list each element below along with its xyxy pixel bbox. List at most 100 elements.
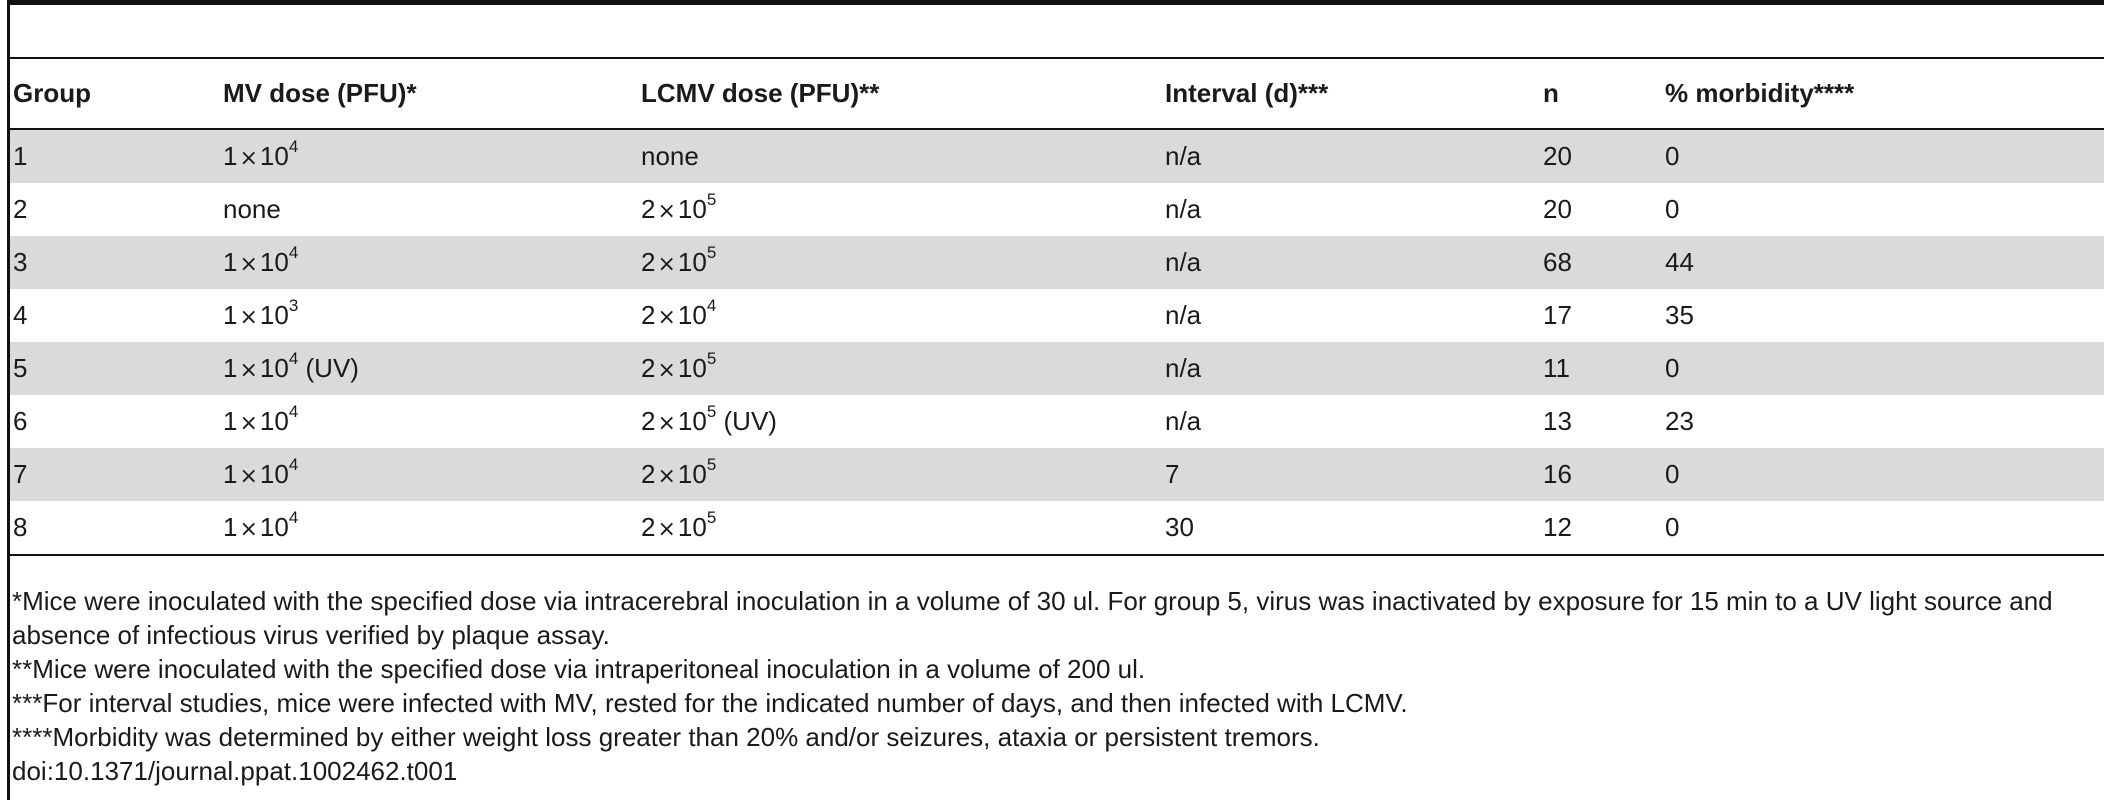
cell-lcmv-dose: 2×105 (UV) bbox=[638, 395, 1162, 448]
cell-mv-dose: 1×104 bbox=[220, 395, 638, 448]
cell-mv-dose: 1×104 bbox=[220, 501, 638, 556]
table-row: 7 1×104 2×105 7 16 0 bbox=[10, 448, 2104, 501]
cell-lcmv-dose: none bbox=[638, 129, 1162, 183]
cell-group: 2 bbox=[13, 194, 28, 224]
dose-base: 10 bbox=[677, 247, 707, 277]
dose-coefficient: 2 bbox=[641, 247, 656, 277]
cell-n: 20 bbox=[1543, 194, 1572, 224]
dose-coefficient: 1 bbox=[223, 353, 238, 383]
cell-group: 1 bbox=[10, 129, 220, 183]
cell-group: 4 bbox=[13, 300, 28, 330]
cell-interval: n/a bbox=[1162, 129, 1540, 183]
footnote-mv: *Mice were inoculated with the specified… bbox=[12, 586, 2053, 650]
cell-morbidity: 0 bbox=[1662, 448, 2104, 501]
cell-lcmv-dose: 2×104 bbox=[638, 289, 1162, 342]
dose-exponent: 3 bbox=[288, 296, 299, 316]
cell-interval: 30 bbox=[1162, 501, 1540, 556]
table-row: 4 1×103 2×104 n/a 17 35 bbox=[10, 289, 2104, 342]
cell-group: 8 bbox=[10, 501, 220, 556]
cell-interval: n/a bbox=[1165, 300, 1202, 330]
cell-interval: n/a bbox=[1165, 194, 1202, 224]
dose-coefficient: 2 bbox=[641, 406, 656, 436]
dose-coefficient: 2 bbox=[641, 512, 656, 542]
table-row: 6 1×104 2×105 (UV) n/a 13 23 bbox=[10, 395, 2104, 448]
table-header: Group MV dose (PFU)* LCMV dose (PFU)** I… bbox=[10, 59, 2104, 130]
times-sign: × bbox=[239, 305, 258, 330]
dose-base: 10 bbox=[259, 247, 289, 277]
cell-group: 7 bbox=[10, 448, 220, 501]
header-lcmv-dose: LCMV dose (PFU)** bbox=[638, 59, 1162, 130]
cell-n: 20 bbox=[1540, 129, 1662, 183]
table-row: 5 1×104 (UV) 2×105 n/a 11 0 bbox=[10, 342, 2104, 395]
cell-lcmv-dose-text: none bbox=[641, 141, 699, 171]
table-row: 3 1×104 2×105 n/a 68 44 bbox=[10, 236, 2104, 289]
dose-suffix: (UV) bbox=[716, 406, 777, 436]
morbidity-table: Group MV dose (PFU)* LCMV dose (PFU)** I… bbox=[10, 59, 2104, 556]
dose-exponent: 5 bbox=[706, 243, 717, 263]
dose-base: 10 bbox=[259, 512, 289, 542]
dose-base: 10 bbox=[259, 300, 289, 330]
dose-coefficient: 1 bbox=[223, 141, 238, 171]
dose-suffix: (UV) bbox=[298, 353, 359, 383]
dose-base: 10 bbox=[677, 353, 707, 383]
times-sign: × bbox=[239, 252, 258, 277]
table-row: 8 1×104 2×105 30 12 0 bbox=[10, 501, 2104, 556]
cell-group: 5 bbox=[10, 342, 220, 395]
dose-base: 10 bbox=[259, 141, 289, 171]
top-border-rule bbox=[7, 0, 2104, 5]
dose-exponent: 5 bbox=[706, 402, 717, 422]
times-sign: × bbox=[239, 146, 258, 171]
dose-exponent: 4 bbox=[288, 137, 299, 157]
cell-lcmv-dose: 2×105 bbox=[638, 183, 1162, 236]
cell-interval: n/a bbox=[1165, 406, 1202, 436]
cell-morbidity: 0 bbox=[1662, 501, 2104, 556]
dose-base: 10 bbox=[677, 512, 707, 542]
times-sign: × bbox=[657, 411, 676, 436]
dose-coefficient: 1 bbox=[223, 247, 238, 277]
times-sign: × bbox=[657, 464, 676, 489]
cell-interval: 7 bbox=[1162, 448, 1540, 501]
cell-n: 13 bbox=[1543, 406, 1572, 436]
cell-lcmv-dose: 2×105 bbox=[638, 448, 1162, 501]
dose-exponent: 5 bbox=[706, 190, 717, 210]
dose-coefficient: 1 bbox=[223, 300, 238, 330]
dose-exponent: 5 bbox=[706, 455, 717, 475]
header-row: Group MV dose (PFU)* LCMV dose (PFU)** I… bbox=[10, 59, 2104, 130]
cell-morbidity: 44 bbox=[1662, 236, 2104, 289]
dose-coefficient: 2 bbox=[641, 353, 656, 383]
cell-mv-dose: 1×104 bbox=[220, 448, 638, 501]
times-sign: × bbox=[657, 199, 676, 224]
table-body: 1 1×104 none n/a 20 0 2 none 2×105 n/a 20 0 3 1×104 2×… bbox=[10, 129, 2104, 556]
dose-base: 10 bbox=[259, 406, 289, 436]
cell-mv-dose: 1×104 bbox=[220, 129, 638, 183]
dose-exponent: 4 bbox=[706, 296, 717, 316]
times-sign: × bbox=[239, 517, 258, 542]
times-sign: × bbox=[239, 464, 258, 489]
cell-morbidity: 35 bbox=[1665, 300, 1694, 330]
cell-group: 3 bbox=[10, 236, 220, 289]
cell-n: 16 bbox=[1540, 448, 1662, 501]
doi-text: doi:10.1371/journal.ppat.1002462.t001 bbox=[12, 756, 458, 786]
dose-exponent: 4 bbox=[288, 402, 299, 422]
footnote-morbidity: ****Morbidity was determined by either w… bbox=[12, 722, 1320, 752]
cell-n: 17 bbox=[1543, 300, 1572, 330]
times-sign: × bbox=[657, 517, 676, 542]
dose-exponent: 4 bbox=[288, 455, 299, 475]
cell-mv-dose: 1×104 (UV) bbox=[220, 342, 638, 395]
dose-coefficient: 1 bbox=[223, 406, 238, 436]
header-top-rule bbox=[10, 57, 2104, 59]
cell-mv-dose: 1×103 bbox=[220, 289, 638, 342]
dose-base: 10 bbox=[677, 300, 707, 330]
header-interval: Interval (d)*** bbox=[1162, 59, 1540, 130]
cell-group: 6 bbox=[13, 406, 28, 436]
times-sign: × bbox=[657, 252, 676, 277]
cell-morbidity: 0 bbox=[1662, 342, 2104, 395]
dose-coefficient: 2 bbox=[641, 459, 656, 489]
times-sign: × bbox=[239, 411, 258, 436]
cell-morbidity: 0 bbox=[1662, 129, 2104, 183]
footnote-interval: ***For interval studies, mice were infec… bbox=[12, 688, 1408, 718]
dose-base: 10 bbox=[677, 459, 707, 489]
header-n: n bbox=[1540, 59, 1662, 130]
cell-interval: n/a bbox=[1162, 342, 1540, 395]
